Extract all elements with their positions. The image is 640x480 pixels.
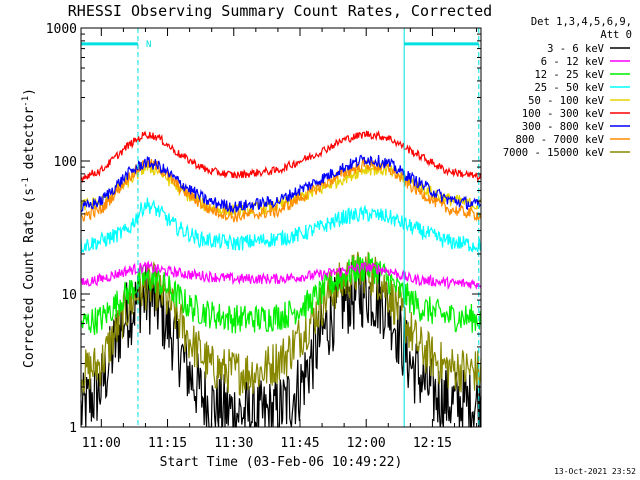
y-tick-label: 1000 [46, 22, 77, 37]
x-axis-label: Start Time (03-Feb-06 10:49:22) [160, 455, 403, 470]
series-100-300-kev [80, 129, 482, 184]
y-axis-label-exponent-2: -1 [21, 96, 31, 107]
y-tick-label: 100 [54, 155, 77, 170]
y-axis-label-exponent-1: -1 [21, 177, 31, 188]
y-axis-label-mid: detector [22, 107, 37, 178]
legend-label-7000-15000-kev: 7000 - 15000 keV [503, 147, 605, 159]
y-axis-label-prefix: Corrected Count Rate (s [22, 188, 37, 368]
series-12-25-kev [80, 252, 482, 336]
legend-header-line-2: Att 0 [600, 29, 632, 41]
x-tick-label: 12:00 [347, 436, 386, 451]
legend-header-line-1: Det 1,3,4,5,6,9, [531, 16, 632, 28]
timestamp: 13-Oct-2021 23:52 [554, 467, 636, 476]
x-tick-label: 11:15 [148, 436, 187, 451]
y-axis-label-suffix: ) [22, 88, 37, 96]
y-axis: 1 10 100 1000 [46, 22, 481, 436]
x-tick-label: 11:45 [280, 436, 319, 451]
annotation-label: N [146, 40, 151, 50]
x-tick-label: 11:00 [82, 436, 121, 451]
series-300-800-kev [80, 154, 482, 215]
series-25-50-kev [80, 197, 482, 254]
legend-label-300-800-kev: 300 - 800 keV [522, 121, 605, 133]
plot-frame [80, 27, 482, 428]
legend-label-12-25-kev: 12 - 25 keV [534, 69, 604, 81]
y-axis-label: Corrected Count Rate (s-1 detector-1) [21, 88, 37, 368]
x-axis: 11:00 11:15 11:30 11:45 12:00 12:15 [82, 28, 478, 451]
legend-label-6-12-kev: 6 - 12 keV [541, 56, 605, 68]
legend-label-25-50-kev: 25 - 50 keV [534, 82, 604, 94]
y-tick-label: 1 [69, 421, 77, 436]
x-tick-label: 12:15 [413, 436, 452, 451]
y-tick-label: 10 [61, 288, 77, 303]
legend-label-50-100-kev: 50 - 100 keV [528, 95, 605, 107]
series-group [80, 129, 482, 428]
series-6-12-kev [80, 260, 482, 291]
legend-label-800-7000-kev: 800 - 7000 keV [515, 134, 604, 146]
legend-label-3-6-kev: 3 - 6 keV [547, 43, 605, 55]
legend-label-100-300-kev: 100 - 300 keV [522, 108, 605, 120]
chart-title: RHESSI Observing Summary Count Rates, Co… [68, 2, 492, 20]
series-7000-15000-kev [80, 251, 482, 397]
x-tick-label: 11:30 [214, 436, 253, 451]
